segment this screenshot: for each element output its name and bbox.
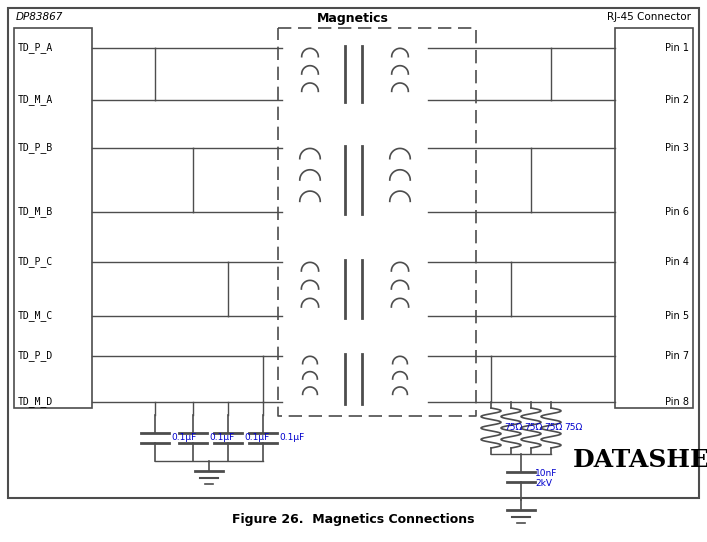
Text: 10nF: 10nF (535, 469, 557, 479)
Text: TD_M_B: TD_M_B (18, 207, 53, 217)
Text: Pin 8: Pin 8 (665, 397, 689, 407)
Text: TD_P_A: TD_P_A (18, 42, 53, 54)
Text: TD_M_D: TD_M_D (18, 397, 53, 408)
Text: 75Ω: 75Ω (544, 423, 562, 433)
Bar (615, 28, 693, 408)
Text: DP83867: DP83867 (16, 12, 64, 22)
Text: 0.1μF: 0.1μF (279, 434, 304, 442)
Text: TD_M_C: TD_M_C (18, 311, 53, 321)
Text: 75Ω: 75Ω (504, 423, 522, 433)
Text: 75Ω: 75Ω (564, 423, 583, 433)
Text: TD_P_D: TD_P_D (18, 351, 53, 362)
Text: Figure 26.  Magnetics Connections: Figure 26. Magnetics Connections (232, 513, 474, 526)
Text: DATASHEET: DATASHEET (573, 448, 707, 472)
Text: Pin 2: Pin 2 (665, 95, 689, 105)
Text: TD_M_A: TD_M_A (18, 94, 53, 106)
Text: 75Ω: 75Ω (524, 423, 542, 433)
Text: Pin 1: Pin 1 (665, 43, 689, 53)
Text: TD_P_B: TD_P_B (18, 143, 53, 153)
Text: RJ-45 Connector: RJ-45 Connector (607, 12, 691, 22)
Text: Pin 4: Pin 4 (665, 257, 689, 267)
Text: Pin 7: Pin 7 (665, 351, 689, 361)
Text: Pin 6: Pin 6 (665, 207, 689, 217)
Text: 0.1μF: 0.1μF (244, 434, 269, 442)
Text: 2kV: 2kV (535, 480, 552, 488)
Bar (14, 28, 92, 408)
Text: 0.1μF: 0.1μF (209, 434, 234, 442)
Text: Pin 3: Pin 3 (665, 143, 689, 153)
Text: TD_P_C: TD_P_C (18, 256, 53, 267)
Text: Pin 5: Pin 5 (665, 311, 689, 321)
Text: Magnetics: Magnetics (317, 12, 389, 25)
Text: 0.1μF: 0.1μF (171, 434, 197, 442)
